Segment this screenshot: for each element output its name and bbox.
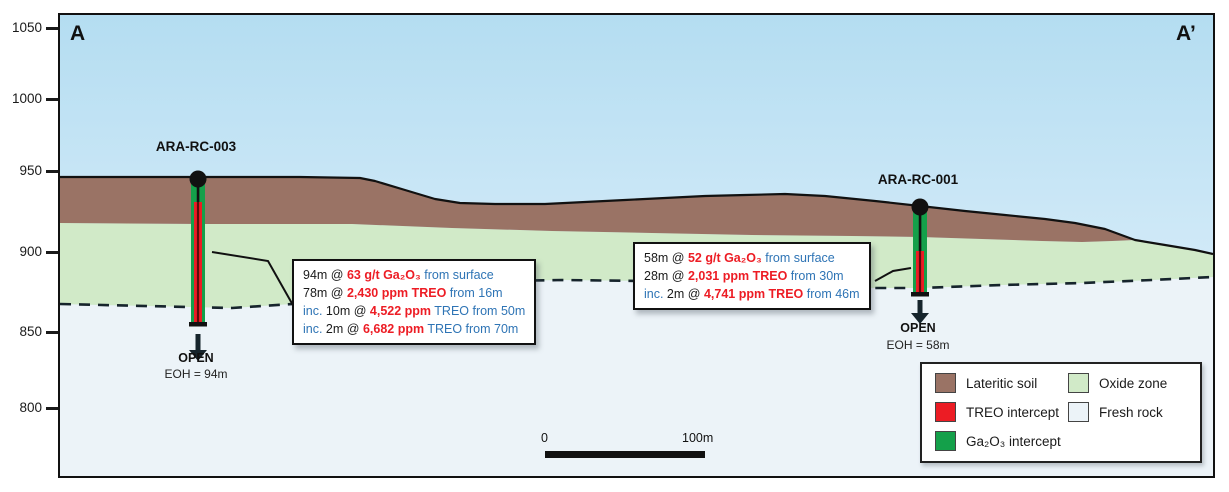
legend-label: Fresh rock <box>1099 404 1163 420</box>
interval-text: 94m @ <box>303 268 347 282</box>
legend-column-right: Oxide zone Fresh rock <box>1068 373 1167 422</box>
interval-text: 28m @ <box>644 269 688 283</box>
oxide-zone-swatch <box>1068 373 1089 393</box>
surface-line <box>60 175 1213 256</box>
depth-text: from surface <box>420 268 494 282</box>
legend-label: Oxide zone <box>1099 375 1168 391</box>
hole-trace-line <box>196 202 200 322</box>
depth-text: from surface <box>761 251 835 265</box>
drill-label-rc001: ARA-RC-001 <box>877 172 959 187</box>
ga2o3-intercept-swatch <box>935 431 956 451</box>
legend-item-treo-intercept: TREO intercept <box>935 402 1061 422</box>
grade-text: 6,682 ppm <box>362 322 425 336</box>
callout-line: inc. 10m @ 4,522 ppm TREO from 50m <box>303 302 525 320</box>
callout-line: 28m @ 2,031 ppm TREO from 30m <box>644 267 860 285</box>
axis-tick <box>46 407 58 410</box>
callout-line: 94m @ 63 g/t Ga₂O₃ from surface <box>303 266 525 284</box>
eoh-label-rc003: EOH = 94m <box>164 367 228 381</box>
grade-text: 63 g/t Ga₂O₃ <box>346 268 421 282</box>
legend-item-lateritic-soil: Lateritic soil <box>935 373 1061 393</box>
depth-text: from 46m <box>803 287 860 301</box>
inc-text: inc. <box>303 304 323 318</box>
callout-box-rc003: 94m @ 63 g/t Ga₂O₃ from surface 78m @ 2,… <box>292 259 537 345</box>
elevation-label: 900 <box>19 244 42 259</box>
callout-leader-rc001 <box>874 267 912 282</box>
legend-item-oxide-zone: Oxide zone <box>1068 373 1167 393</box>
grade-text: 2,430 ppm TREO <box>346 286 447 300</box>
legend-item-ga2o3-intercept: Ga₂O₃ intercept <box>935 431 1061 451</box>
eoh-marker <box>189 322 207 327</box>
depth-text: TREO from 50m <box>431 304 526 318</box>
interval-text: 78m @ <box>303 286 347 300</box>
depth-text: TREO from 70m <box>424 322 519 336</box>
drill-label-rc003: ARA-RC-003 <box>155 139 237 154</box>
axis-tick <box>46 98 58 101</box>
collar-dot <box>911 198 929 216</box>
axis-tick <box>46 170 58 173</box>
legend-label: Lateritic soil <box>966 375 1038 391</box>
grade-text: 4,522 ppm <box>369 304 432 318</box>
fresh-rock-swatch <box>1068 402 1089 422</box>
elevation-label: 1050 <box>11 20 42 35</box>
open-label-rc003: OPEN <box>178 351 214 365</box>
legend-item-fresh-rock: Fresh rock <box>1068 402 1167 422</box>
legend-label: Ga₂O₃ intercept <box>966 433 1061 449</box>
treo-intercept-swatch <box>935 402 956 422</box>
scale-bar <box>545 451 705 458</box>
interval-text: 2m @ <box>663 287 704 301</box>
section-label-a-prime: A’ <box>1176 22 1196 45</box>
interval-text: 58m @ <box>644 251 688 265</box>
grade-text: 52 g/t Ga₂O₃ <box>687 251 762 265</box>
inc-text: inc. <box>644 287 664 301</box>
callout-line: 58m @ 52 g/t Ga₂O₃ from surface <box>644 249 860 267</box>
axis-tick <box>46 331 58 334</box>
legend-box: Lateritic soil TREO intercept Ga₂O₃ inte… <box>920 362 1202 463</box>
interval-text: 2m @ <box>322 322 363 336</box>
open-arrow-icon <box>911 300 929 324</box>
callout-leader-rc003 <box>211 251 295 308</box>
hole-trace-line <box>918 251 922 292</box>
elevation-label: 1000 <box>11 91 42 106</box>
depth-text: from 16m <box>446 286 503 300</box>
callout-line: 78m @ 2,430 ppm TREO from 16m <box>303 284 525 302</box>
grade-text: 4,741 ppm TREO <box>703 287 804 301</box>
elevation-label: 850 <box>19 324 42 339</box>
eoh-label-rc001: EOH = 58m <box>886 338 950 352</box>
elevation-label: 950 <box>19 163 42 178</box>
eoh-marker <box>911 292 929 297</box>
legend-column-left: Lateritic soil TREO intercept Ga₂O₃ inte… <box>935 373 1061 451</box>
collar-dot <box>189 170 207 188</box>
axis-tick <box>46 251 58 254</box>
scale-label-zero: 0 <box>541 431 548 445</box>
lateritic-soil-layer <box>60 177 1135 242</box>
open-label-rc001: OPEN <box>900 321 936 335</box>
inc-text: inc. <box>303 322 323 336</box>
lateritic-soil-swatch <box>935 373 956 393</box>
elevation-label: 800 <box>19 400 42 415</box>
hole-trace-line <box>918 207 922 292</box>
depth-text: from 30m <box>787 269 844 283</box>
callout-line: inc. 2m @ 6,682 ppm TREO from 70m <box>303 320 525 338</box>
grade-text: 2,031 ppm TREO <box>687 269 788 283</box>
open-arrow-icon <box>189 334 207 361</box>
section-label-a: A <box>70 22 86 45</box>
weathering-base-dashed-line <box>60 275 1213 310</box>
interval-text: 10m @ <box>322 304 370 318</box>
callout-box-rc001: 58m @ 52 g/t Ga₂O₃ from surface 28m @ 2,… <box>633 242 871 310</box>
scale-label-100m: 100m <box>682 431 714 445</box>
drillhole-rc001 <box>911 198 929 324</box>
legend-label: TREO intercept <box>966 404 1060 420</box>
drillhole-rc003 <box>189 170 207 361</box>
axis-tick <box>46 27 58 30</box>
callout-line: inc. 2m @ 4,741 ppm TREO from 46m <box>644 285 860 303</box>
